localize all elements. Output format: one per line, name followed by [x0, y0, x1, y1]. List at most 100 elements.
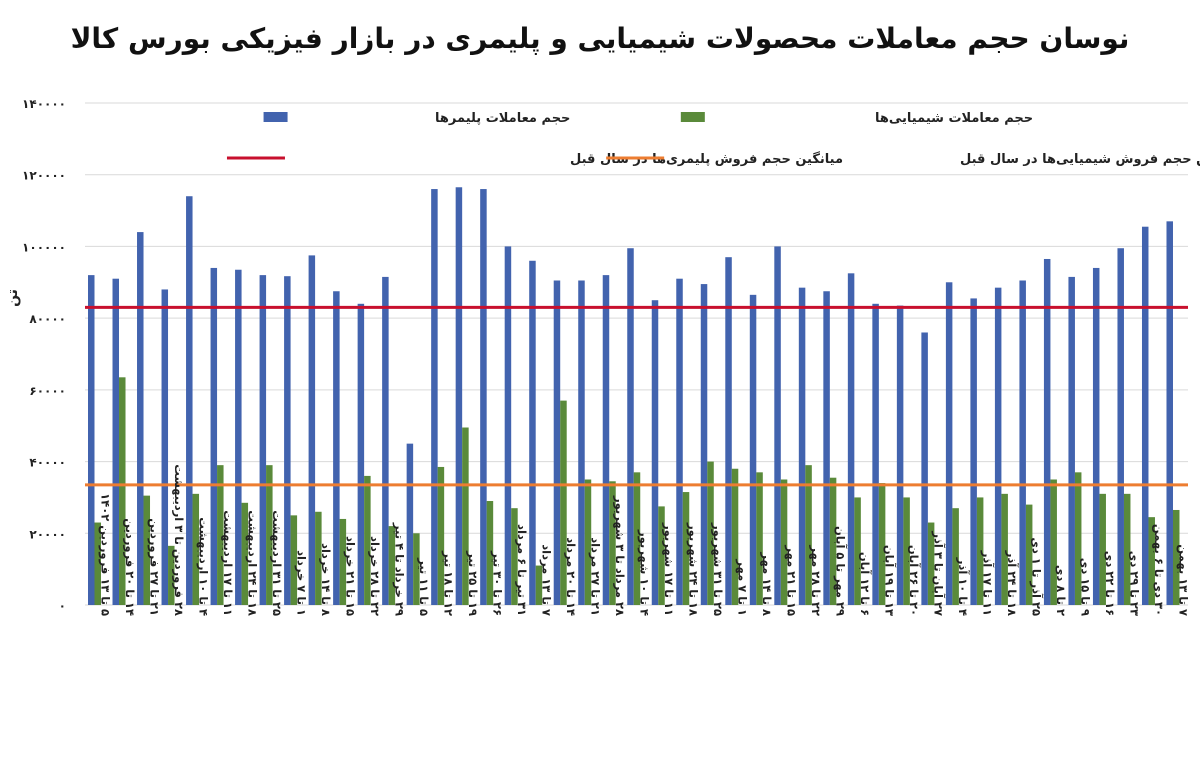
- bar-chemical: [192, 493, 200, 605]
- x-tick-label: ۲۸ مرداد تا ۳ شهریور: [612, 495, 627, 616]
- legend-swatch: [680, 112, 705, 122]
- x-tick-label: ۱۵ تا ۲۱ خرداد: [343, 536, 357, 616]
- bar-chemical: [952, 508, 959, 605]
- x-tick-label: ۱ تا ۷ خرداد: [294, 550, 308, 616]
- y-tick-label: ۸۰۰۰۰: [29, 312, 66, 326]
- bar-chemical: [658, 506, 665, 605]
- bar-chemical: [609, 481, 616, 605]
- x-tick-label: ۱۸ تا ۲۴ آذر: [1005, 550, 1019, 616]
- x-tick-label: ۲۲ تا ۲۸ خرداد: [368, 536, 382, 616]
- legend-label: میانگین حجم فروش پلیمری‌ها در سال قبل: [570, 151, 843, 167]
- bars: [88, 187, 1180, 606]
- x-tick-label: ۱۳ تا ۱۹ آبان: [883, 545, 897, 616]
- x-tick-label: ۱۱ تا ۱۷ اردیبهشت: [221, 510, 235, 616]
- bar-chemical: [1099, 493, 1106, 605]
- bar-polymer: [578, 280, 585, 605]
- bar-polymer: [1043, 258, 1051, 605]
- bar-polymer: [1019, 280, 1026, 605]
- bar-chemical: [364, 475, 371, 605]
- legend-label: حجم معاملات پلیمرها: [435, 111, 570, 126]
- x-tick-label: ۱۸ تا ۲۴ شهریور: [686, 522, 701, 616]
- bar-polymer: [970, 298, 977, 605]
- bar-chemical: [707, 461, 714, 605]
- bar-polymer: [284, 276, 291, 605]
- bar-polymer: [749, 294, 757, 605]
- x-tick-label: ۷ تا ۱۳ بهمن: [1177, 544, 1191, 616]
- y-tick-label: ۴۰۰۰۰: [29, 456, 66, 470]
- bar-polymer: [1092, 267, 1100, 605]
- bar-chemical: [560, 400, 567, 605]
- bar-polymer: [210, 267, 218, 605]
- bar-chemical: [903, 497, 910, 605]
- bar-polymer: [823, 291, 830, 605]
- bar-chemical: [878, 483, 886, 605]
- x-tick-label: ۴ تا ۱۰ شهریور: [637, 529, 652, 616]
- bar-chemical: [168, 545, 175, 605]
- bar-chemical: [388, 526, 396, 605]
- bar-chemical: [805, 465, 812, 605]
- x-tick-label: ۵ تا ۱۱ تیر: [417, 557, 431, 616]
- bar-chemical: [462, 427, 469, 605]
- x-tick-label: ۱۶ تا ۲۲ دی: [1103, 551, 1117, 616]
- bar-chemical: [511, 508, 518, 605]
- x-tick-label: ۱۸ تا ۲۴ اردیبهشت: [245, 510, 259, 616]
- y-tick-label: ۰: [59, 599, 66, 613]
- bar-polymer: [186, 196, 193, 605]
- bar-polymer: [235, 269, 242, 605]
- x-tick-label: ۲۹ مهر تا ۵ آبان: [834, 526, 848, 616]
- bar-chemical: [535, 565, 543, 605]
- bar-chemical: [290, 515, 298, 605]
- bar-chemical: [217, 465, 224, 605]
- bar-polymer: [602, 275, 610, 605]
- bar-chemical: [731, 468, 739, 605]
- x-tick-label: ۲۸ فروردین تا ۳ اردیبهشت: [171, 464, 186, 616]
- bar-chemical: [756, 472, 763, 605]
- x-tick-label: ۱ تا ۷ مهر: [736, 558, 750, 616]
- x-tick-label: ۱۴ تا ۲۰ مرداد: [564, 537, 578, 616]
- x-tick-label: ۴ تا ۱۰ اردیبهشت: [196, 517, 210, 616]
- legend-label: میانگین حجم فروش شیمیایی‌ها در سال قبل: [960, 151, 1200, 167]
- bar-polymer: [455, 187, 463, 605]
- x-tick-labels: ۵ تا ۱۳ فروردین ۱۴۰۲ ۱۴ تا ۲۰ فروردین ۲۱ ت…: [97, 464, 1190, 616]
- bar-polymer: [994, 287, 1002, 605]
- x-tick-label: ۱۲ تا ۱۸ تیر: [441, 550, 455, 616]
- bar-chemical: [1001, 493, 1008, 605]
- bar-polymer: [308, 255, 316, 605]
- x-tick-label: ۱۱ تا ۱۷ آذر: [981, 550, 995, 616]
- bar-polymer: [945, 282, 953, 605]
- bar-chemical: [976, 497, 984, 605]
- bar-polymer: [847, 273, 855, 605]
- y-tick-label: ۱۲۰۰۰۰: [22, 169, 66, 183]
- x-tick-label: ۲ تا ۸ دی: [1054, 565, 1068, 616]
- bar-chemical: [266, 465, 273, 605]
- bar-chemical: [584, 479, 592, 605]
- chart-title: نوسان حجم معاملات محصولات شیمیایی و پلیم…: [70, 22, 1130, 55]
- legend-label: حجم معاملات شیمیایی‌ها: [875, 111, 1033, 126]
- x-tick-label: ۱۱ تا ۱۷ شهریور: [661, 522, 676, 616]
- bar-polymer: [480, 189, 487, 606]
- x-tick-label: ۸ تا ۱۴ خرداد: [319, 543, 333, 616]
- x-tick-label: ۱۹ تا ۲۵ تیر: [466, 550, 480, 616]
- bar-polymer: [676, 278, 683, 605]
- x-tick-label: ۲۵ تا ۳۱ اردیبهشت: [270, 510, 284, 616]
- y-tick-label: ۲۰۰۰۰: [29, 527, 66, 541]
- bar-polymer: [1117, 248, 1124, 605]
- bar-chemical: [927, 522, 935, 605]
- bar-polymer: [504, 246, 512, 605]
- x-tick-label: ۶ تا ۱۲ آبان: [858, 552, 872, 616]
- bar-polymer: [161, 289, 169, 605]
- bar-chemical: [854, 497, 861, 605]
- y-tick-label: ۱۰۰۰۰۰: [22, 240, 66, 254]
- x-tick-label: ۵ تا ۱۳ فروردین ۱۴۰۲: [97, 493, 112, 616]
- bar-chemical: [1123, 493, 1131, 605]
- y-tick-label: ۱۴۰۰۰۰: [22, 97, 66, 111]
- bar-chemical: [1074, 472, 1082, 605]
- bar-chemical: [339, 518, 347, 605]
- x-tick-label: ۲۶ تا ۳۰ تیر: [490, 550, 504, 616]
- bar-chemical: [241, 502, 249, 605]
- bar-chemical: [1025, 504, 1033, 605]
- bar-chemical: [119, 377, 126, 605]
- x-tick-label: ۸ تا ۱۴ مهر: [760, 551, 774, 616]
- bar-polymer: [1141, 226, 1149, 605]
- bar-polymer: [725, 257, 732, 605]
